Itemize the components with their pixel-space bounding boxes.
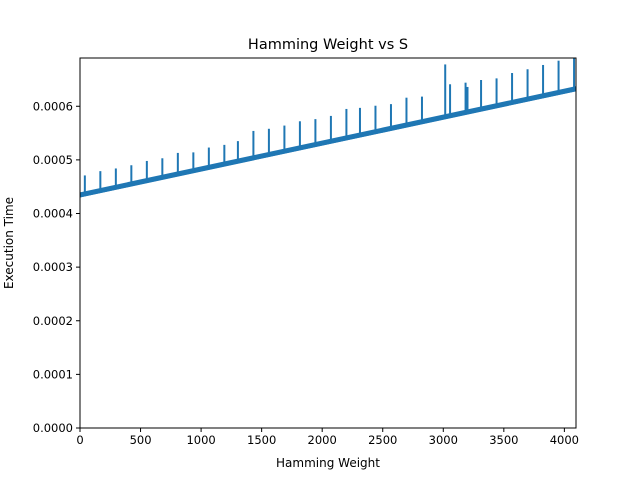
x-tick-label: 3500	[489, 433, 518, 447]
y-axis-label: Execution Time	[2, 197, 16, 289]
y-tick-label: 0.0002	[33, 314, 73, 328]
x-tick-label: 1500	[247, 433, 276, 447]
y-tick-label: 0.0003	[33, 260, 73, 274]
x-tick-label: 500	[130, 433, 152, 447]
x-tick-label: 2000	[308, 433, 337, 447]
y-tick-label: 0.0006	[33, 99, 73, 113]
plot-frame	[79, 57, 577, 429]
y-tick-label: 0.0004	[33, 207, 73, 221]
x-axis: 0 500 1000 1500 2000 2500 3000 3500 4000	[76, 428, 579, 447]
y-tick-label: 0.0000	[33, 421, 73, 435]
y-axis: 0.0000 0.0001 0.0002 0.0003 0.0004 0.0005 0.00…	[33, 99, 80, 435]
x-axis-label: Hamming Weight	[276, 456, 380, 470]
plot-area	[79, 57, 577, 429]
data-series-layer	[80, 58, 576, 198]
x-tick-label: 1000	[186, 433, 215, 447]
x-tick-label: 2500	[368, 433, 397, 447]
x-tick-label: 3000	[429, 433, 458, 447]
chart-title: Hamming Weight vs S	[248, 37, 408, 53]
y-tick-label: 0.0005	[33, 153, 73, 167]
y-tick-label: 0.0001	[33, 367, 73, 381]
x-tick-label: 4000	[550, 433, 579, 447]
x-tick-label: 0	[76, 433, 83, 447]
